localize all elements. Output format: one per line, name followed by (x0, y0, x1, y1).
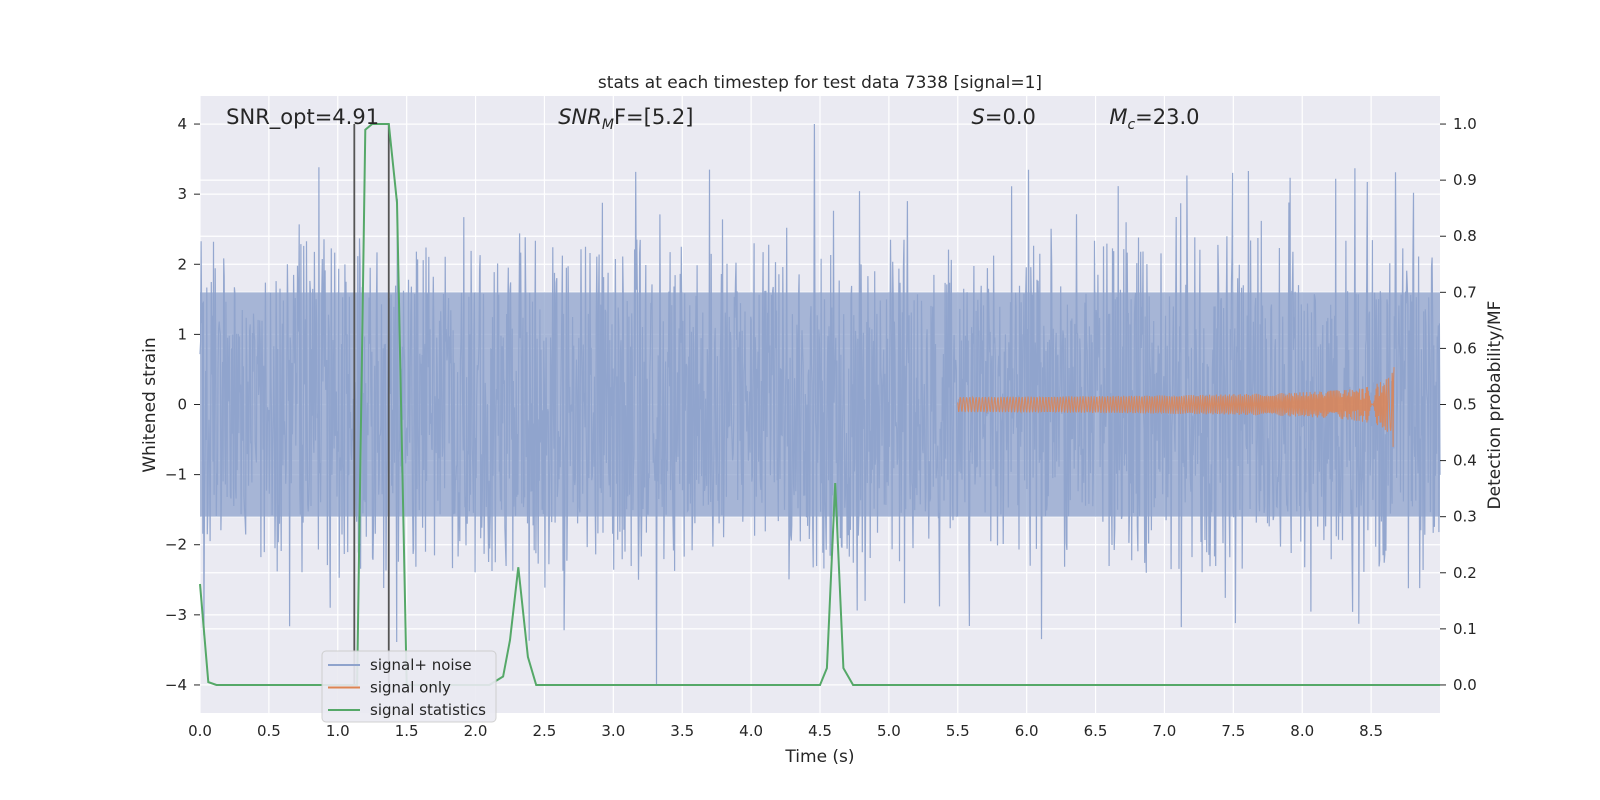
x-tick-label: 2.0 (464, 722, 488, 740)
y-tick-label: 3 (177, 185, 187, 203)
x-tick-label: 0.0 (188, 722, 212, 740)
annotation: SNRMF=[5.2] (558, 105, 693, 133)
annotation-main: M (1109, 105, 1127, 129)
y-right-tick-label: 0.6 (1453, 339, 1477, 357)
y-axis-label: Whitened strain (140, 337, 160, 472)
annotation-main: SNR_opt=4.91 (226, 105, 379, 130)
annotation: SNR_opt=4.91 (226, 105, 379, 130)
x-tick-label: 8.5 (1359, 722, 1383, 740)
annotation: S=0.0 (972, 105, 1036, 129)
annotation-main: S (972, 105, 985, 129)
x-tick-label: 6.0 (1015, 722, 1039, 740)
annotation: Mc=23.0 (1109, 105, 1199, 133)
y-right-tick-label: 0.5 (1453, 396, 1477, 414)
x-tick-label: 7.5 (1221, 722, 1245, 740)
y-right-tick-label: 1.0 (1453, 115, 1477, 133)
y-tick-label: 0 (177, 396, 187, 414)
x-tick-label: 4.0 (739, 722, 763, 740)
x-tick-label: 5.5 (946, 722, 970, 740)
y-right-axis-label: Detection probability/MF (1485, 301, 1505, 510)
signal-only-series (957, 367, 1395, 447)
annotation-subscript: c (1127, 117, 1135, 133)
y-right-tick-label: 0.3 (1453, 508, 1477, 526)
y-right-tick-label: 0.2 (1453, 564, 1477, 582)
x-tick-label: 0.5 (257, 722, 281, 740)
signal-only-line (957, 367, 1395, 447)
legend: signal+ noise signal only signal statistic… (321, 650, 497, 723)
y-right-tick-label: 0.8 (1453, 227, 1477, 245)
y-tick-label: 2 (177, 255, 187, 273)
x-tick-label: 3.5 (670, 722, 694, 740)
legend-label: signal statistics (370, 701, 486, 719)
annotation-suffix: F=[5.2] (614, 105, 693, 129)
y-tick-label: 4 (177, 115, 187, 133)
y-tick-label: −3 (165, 606, 187, 624)
y-tick-label: −2 (165, 536, 187, 554)
x-tick-label: 8.0 (1290, 722, 1314, 740)
x-axis-label: Time (s) (784, 747, 854, 767)
chart-title: stats at each timestep for test data 733… (598, 73, 1042, 93)
y-right-tick-label: 0.7 (1453, 283, 1477, 301)
legend-label: signal+ noise (370, 656, 472, 674)
y-tick-label: −1 (165, 466, 187, 484)
vertical-markers (353, 124, 390, 685)
tick-labels: 0.0 0.5 1.0 1.5 2.0 2.5 3.0 3.5 4.0 4.5 5.0 5.5 6.0 6… (165, 115, 1477, 740)
x-tick-label: 2.5 (533, 722, 557, 740)
y-right-tick-label: 0.4 (1453, 452, 1477, 470)
annotation-suffix: =0.0 (985, 105, 1036, 129)
y-tick-label: 1 (177, 325, 187, 343)
annotation-subscript: M (602, 117, 614, 133)
y-tick-label: −4 (165, 676, 187, 694)
legend-box (321, 650, 497, 723)
annotation-suffix: =23.0 (1135, 105, 1199, 129)
x-tick-label: 3.0 (601, 722, 625, 740)
x-tick-label: 6.5 (1084, 722, 1108, 740)
legend-label: signal only (370, 679, 451, 697)
annotations: SNR_opt=4.91 SNRMF=[5.2] S=0.0 Mc=23.0 (226, 105, 1199, 133)
x-tick-label: 7.0 (1153, 722, 1177, 740)
y-right-tick-label: 0.0 (1453, 676, 1477, 694)
y-right-tick-label: 0.1 (1453, 620, 1477, 638)
x-tick-label: 5.0 (877, 722, 901, 740)
annotation-main: SNR (558, 105, 602, 129)
x-tick-label: 1.5 (395, 722, 419, 740)
y-right-tick-label: 0.9 (1453, 171, 1477, 189)
x-tick-label: 4.5 (808, 722, 832, 740)
x-tick-label: 1.0 (326, 722, 350, 740)
